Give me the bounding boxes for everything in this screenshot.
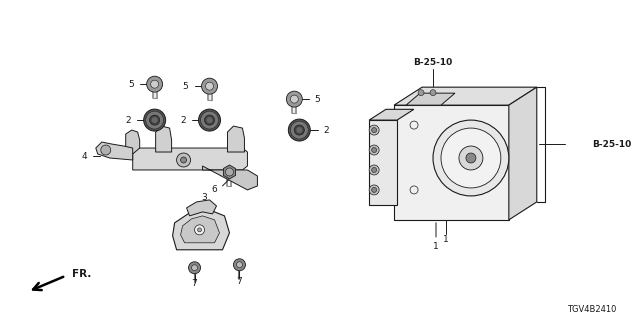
Circle shape [441, 128, 501, 188]
Circle shape [205, 82, 214, 90]
Polygon shape [223, 165, 236, 179]
Circle shape [177, 153, 191, 167]
Text: TGV4B2410: TGV4B2410 [567, 305, 616, 314]
Circle shape [198, 228, 202, 232]
Circle shape [372, 167, 376, 172]
Circle shape [202, 78, 218, 94]
Text: B-25-10: B-25-10 [413, 58, 453, 67]
Text: 7: 7 [192, 279, 197, 288]
Circle shape [200, 111, 218, 129]
Circle shape [369, 185, 379, 195]
Text: 2: 2 [180, 116, 186, 124]
Circle shape [291, 95, 298, 103]
Circle shape [459, 146, 483, 170]
Circle shape [372, 128, 376, 132]
Circle shape [430, 90, 436, 96]
Circle shape [372, 148, 376, 153]
Circle shape [369, 165, 379, 175]
Text: 5: 5 [182, 82, 188, 91]
Circle shape [294, 125, 304, 135]
Polygon shape [96, 142, 132, 160]
Circle shape [198, 109, 221, 131]
Circle shape [296, 127, 302, 133]
Circle shape [291, 121, 308, 139]
Text: B-25-10: B-25-10 [591, 140, 631, 148]
Text: 4: 4 [81, 151, 87, 161]
Polygon shape [406, 93, 455, 105]
Circle shape [289, 119, 310, 141]
Circle shape [369, 145, 379, 155]
Text: 1: 1 [443, 235, 449, 244]
Circle shape [152, 117, 157, 123]
Circle shape [234, 259, 245, 271]
Polygon shape [132, 148, 248, 170]
Text: 6: 6 [212, 185, 218, 195]
Circle shape [372, 188, 376, 192]
Circle shape [369, 125, 379, 135]
Circle shape [143, 109, 166, 131]
Polygon shape [369, 109, 414, 120]
Polygon shape [125, 130, 140, 154]
Text: 3: 3 [202, 193, 207, 203]
Text: FR.: FR. [72, 269, 92, 279]
Circle shape [146, 111, 164, 129]
Polygon shape [394, 87, 537, 105]
Text: 1: 1 [433, 242, 439, 251]
Circle shape [286, 91, 302, 107]
Polygon shape [202, 166, 257, 190]
Polygon shape [394, 105, 509, 220]
Circle shape [205, 115, 214, 125]
Circle shape [236, 262, 243, 268]
Circle shape [207, 117, 212, 123]
Circle shape [150, 115, 159, 125]
Circle shape [225, 168, 234, 176]
Circle shape [466, 153, 476, 163]
Polygon shape [173, 210, 230, 250]
Polygon shape [509, 87, 537, 220]
Polygon shape [369, 120, 397, 205]
Circle shape [189, 262, 200, 274]
Polygon shape [156, 126, 172, 152]
Text: 5: 5 [128, 80, 134, 89]
Circle shape [418, 90, 424, 96]
Circle shape [195, 225, 205, 235]
Text: 7: 7 [237, 277, 243, 286]
Polygon shape [180, 216, 220, 243]
Polygon shape [187, 200, 216, 216]
Circle shape [180, 157, 187, 163]
Text: 5: 5 [314, 95, 320, 104]
Circle shape [150, 80, 159, 88]
Text: 2: 2 [323, 125, 329, 135]
Circle shape [100, 145, 111, 155]
Circle shape [191, 265, 198, 271]
Circle shape [433, 120, 509, 196]
Text: 2: 2 [125, 116, 131, 124]
Circle shape [147, 76, 163, 92]
Polygon shape [227, 126, 244, 152]
